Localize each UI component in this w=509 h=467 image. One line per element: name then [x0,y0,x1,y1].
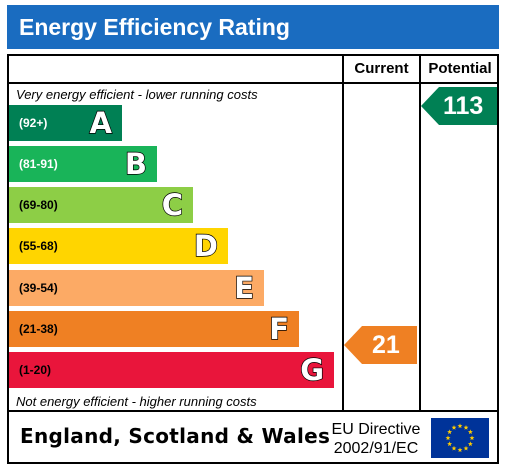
band-letter: D [193,228,218,263]
page-title: Energy Efficiency Rating [7,5,499,49]
eu-star-icon [457,423,463,429]
rating-band-c: (69-80) C [9,187,193,223]
footer-country: England, Scotland & Wales [20,424,331,448]
eu-stars [445,423,475,453]
rating-band-f: (21-38) F [9,311,299,347]
top-note: Very energy efficient - lower running co… [16,87,258,102]
band-range: (69-80) [19,198,58,212]
current-column-header: Current [354,60,409,77]
potential-pointer-shape [421,87,497,125]
band-letter: E [233,270,254,305]
band-range: (81-91) [19,157,58,171]
eu-star-icon [467,441,473,447]
rating-band-a: (92+) A [9,105,122,141]
footer-directive-line1: EU Directive [331,421,421,438]
band-letter: F [268,311,289,346]
rating-band-e: (39-54) E [9,270,264,306]
band-letter: G [299,352,324,387]
potential-rating-pointer: 113 [421,87,497,125]
potential-rating-value: 113 [443,92,484,120]
band-letter: C [161,187,184,222]
band-letter: B [124,146,148,181]
current-rating-value: 21 [372,331,400,359]
eu-star-icon [467,429,473,435]
band-range: (21-38) [19,322,58,336]
eu-star-icon [457,447,463,453]
eu-star-icon [463,445,469,451]
footer-divider [7,410,499,412]
potential-column-header: Potential [428,60,492,77]
rating-band-d: (55-68) D [9,228,228,264]
eu-star-icon [445,435,451,441]
eu-star-icon [469,435,475,441]
eu-star-icon [463,425,469,430]
current-column-divider [342,54,344,410]
band-range: (1-20) [19,363,52,377]
band-letter: A [89,105,113,140]
footer-directive-line2: 2002/91/EC [333,440,419,457]
bottom-note: Not energy efficient - higher running co… [16,394,257,409]
eu-star-icon [447,441,453,447]
band-range: (55-68) [19,239,58,253]
rating-band-b: (81-91) B [9,146,157,182]
rating-frame [7,54,499,464]
rating-band-g: (1-20) G [9,352,334,388]
current-pointer-shape [344,326,417,364]
eu-flag-icon [431,418,489,458]
eu-star-icon [447,429,453,435]
potential-column-divider [419,54,421,410]
header-divider [7,82,499,84]
band-range: (92+) [19,116,48,130]
eu-star-icon [451,445,457,451]
eu-star-icon [451,425,457,430]
band-range: (39-54) [19,281,58,295]
current-rating-pointer: 21 [344,326,417,364]
